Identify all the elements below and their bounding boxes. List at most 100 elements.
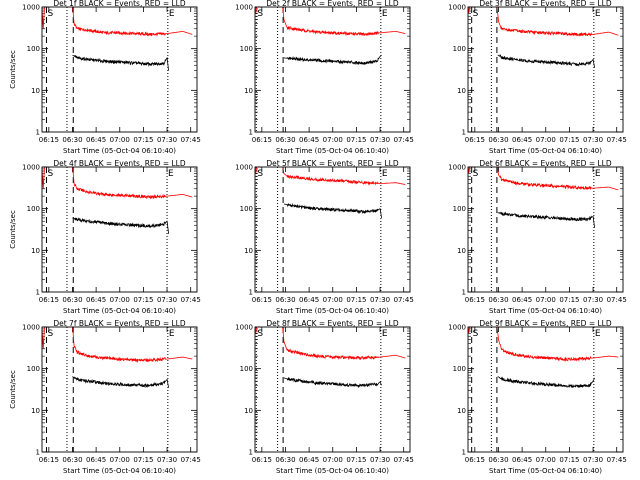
event-marker-label: S — [257, 329, 263, 339]
x-tick-label: 07:15 — [133, 296, 153, 304]
event-marker-label: E — [382, 169, 388, 179]
y-tick-label: 100 — [240, 45, 253, 53]
plot-frame — [254, 6, 411, 133]
x-tick-label: 07:30 — [583, 296, 603, 304]
x-tick-label: 07:00 — [536, 136, 556, 144]
series-lld-line — [42, 167, 193, 200]
y-tick-label: 10 — [31, 407, 40, 415]
series-lld-line — [468, 7, 619, 37]
x-tick-label: 07:15 — [559, 296, 579, 304]
x-axis-label: Start Time (05-Oct-04 06:10:40) — [276, 467, 389, 475]
event-marker-label: E — [595, 329, 601, 339]
x-tick-label: 07:45 — [607, 456, 627, 464]
x-tick-label: 06:30 — [62, 136, 82, 144]
y-tick-label: 100 — [27, 365, 40, 373]
x-tick-label: 06:45 — [512, 136, 532, 144]
plot-frame — [254, 166, 411, 293]
y-tick-label: 1000 — [448, 4, 466, 12]
y-axis-label: Counts/sec — [9, 370, 17, 409]
event-marker-label: E — [382, 9, 388, 19]
y-tick-label: 10 — [244, 407, 253, 415]
y-tick-label: 1000 — [22, 4, 40, 12]
series-lld-line — [468, 167, 619, 191]
event-marker-label: S — [47, 329, 53, 339]
y-tick-label: 1 — [462, 129, 466, 137]
x-tick-label: 07:00 — [536, 296, 556, 304]
x-tick-label: 06:45 — [299, 456, 319, 464]
x-tick-label: 07:00 — [110, 136, 130, 144]
x-tick-label: 06:30 — [488, 136, 508, 144]
x-tick-label: 07:15 — [346, 296, 366, 304]
y-tick-label: 1 — [36, 449, 40, 457]
y-tick-label: 100 — [453, 45, 466, 53]
x-tick-label: 06:15 — [39, 456, 59, 464]
series-lld-line — [255, 7, 406, 37]
event-marker-label: S — [257, 169, 263, 179]
y-tick-label: 100 — [27, 45, 40, 53]
y-tick-label: 1 — [462, 289, 466, 297]
x-tick-label: 07:00 — [110, 456, 130, 464]
x-tick-label: 06:30 — [275, 136, 295, 144]
x-tick-label: 07:15 — [133, 136, 153, 144]
x-axis-label: Start Time (05-Oct-04 06:10:40) — [276, 147, 389, 155]
plot-frame — [41, 166, 198, 293]
y-tick-label: 100 — [27, 205, 40, 213]
x-tick-label: 06:15 — [465, 456, 485, 464]
x-tick-label: 07:45 — [394, 136, 414, 144]
x-tick-label: 07:00 — [110, 296, 130, 304]
y-tick-label: 10 — [457, 87, 466, 95]
plot-frame — [467, 326, 624, 453]
series-events-line — [72, 217, 169, 234]
panel-title: Det 9f BLACK = Events, RED = LLD — [479, 319, 612, 328]
y-tick-label: 10 — [31, 87, 40, 95]
x-axis-label: Start Time (05-Oct-04 06:10:40) — [489, 147, 602, 155]
panel-title: Det 5f BLACK = Events, RED = LLD — [266, 159, 399, 168]
x-tick-label: 07:30 — [157, 296, 177, 304]
y-tick-label: 1 — [249, 289, 253, 297]
x-tick-label: 06:15 — [465, 136, 485, 144]
x-tick-label: 06:15 — [252, 296, 272, 304]
series-events-line — [72, 54, 169, 71]
x-axis-label: Start Time (05-Oct-04 06:10:40) — [63, 307, 176, 315]
x-tick-label: 06:15 — [39, 136, 59, 144]
x-tick-label: 06:45 — [512, 296, 532, 304]
y-tick-label: 1 — [462, 449, 466, 457]
y-tick-label: 10 — [457, 407, 466, 415]
event-marker-label: E — [382, 329, 388, 339]
x-tick-label: 07:45 — [607, 136, 627, 144]
x-axis-label: Start Time (05-Oct-04 06:10:40) — [489, 307, 602, 315]
x-tick-label: 06:15 — [252, 456, 272, 464]
series-lld-line — [42, 327, 193, 363]
x-tick-label: 07:30 — [583, 456, 603, 464]
panel-det-8: Det 8f BLACK = Events, RED = LLD Start Ti… — [235, 319, 414, 475]
x-tick-label: 07:45 — [607, 296, 627, 304]
y-tick-label: 1000 — [448, 164, 466, 172]
y-tick-label: 100 — [453, 365, 466, 373]
y-tick-label: 1000 — [22, 324, 40, 332]
panel-title: Det 2f BLACK = Events, RED = LLD — [266, 0, 399, 8]
series-events-line — [497, 211, 595, 228]
x-tick-label: 07:15 — [559, 136, 579, 144]
x-tick-label: 07:45 — [394, 296, 414, 304]
x-axis-label: Start Time (05-Oct-04 06:10:40) — [489, 467, 602, 475]
x-tick-label: 07:00 — [323, 456, 343, 464]
x-tick-label: 07:30 — [157, 136, 177, 144]
panel-title: Det 4f BLACK = Events, RED = LLD — [53, 159, 186, 168]
plot-frame — [467, 6, 624, 133]
x-axis-label: Start Time (05-Oct-04 06:10:40) — [63, 147, 176, 155]
x-tick-label: 07:00 — [323, 136, 343, 144]
panel-det-3: Det 3f BLACK = Events, RED = LLD Start Ti… — [448, 0, 627, 155]
x-tick-label: 06:30 — [275, 296, 295, 304]
x-tick-label: 07:30 — [370, 456, 390, 464]
panel-det-2: Det 2f BLACK = Events, RED = LLD Start Ti… — [235, 0, 414, 155]
x-tick-label: 07:15 — [559, 456, 579, 464]
plot-frame — [41, 6, 198, 133]
x-tick-label: 06:30 — [488, 456, 508, 464]
series-events-line — [283, 202, 382, 218]
x-tick-label: 07:45 — [181, 456, 201, 464]
x-tick-label: 07:00 — [536, 456, 556, 464]
event-marker-label: S — [257, 9, 263, 19]
x-tick-label: 06:45 — [86, 136, 106, 144]
x-axis-label: Start Time (05-Oct-04 06:10:40) — [63, 467, 176, 475]
